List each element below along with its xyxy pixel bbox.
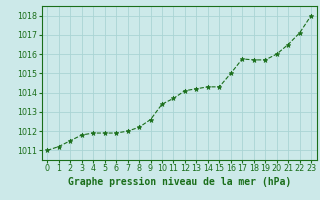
- X-axis label: Graphe pression niveau de la mer (hPa): Graphe pression niveau de la mer (hPa): [68, 177, 291, 187]
